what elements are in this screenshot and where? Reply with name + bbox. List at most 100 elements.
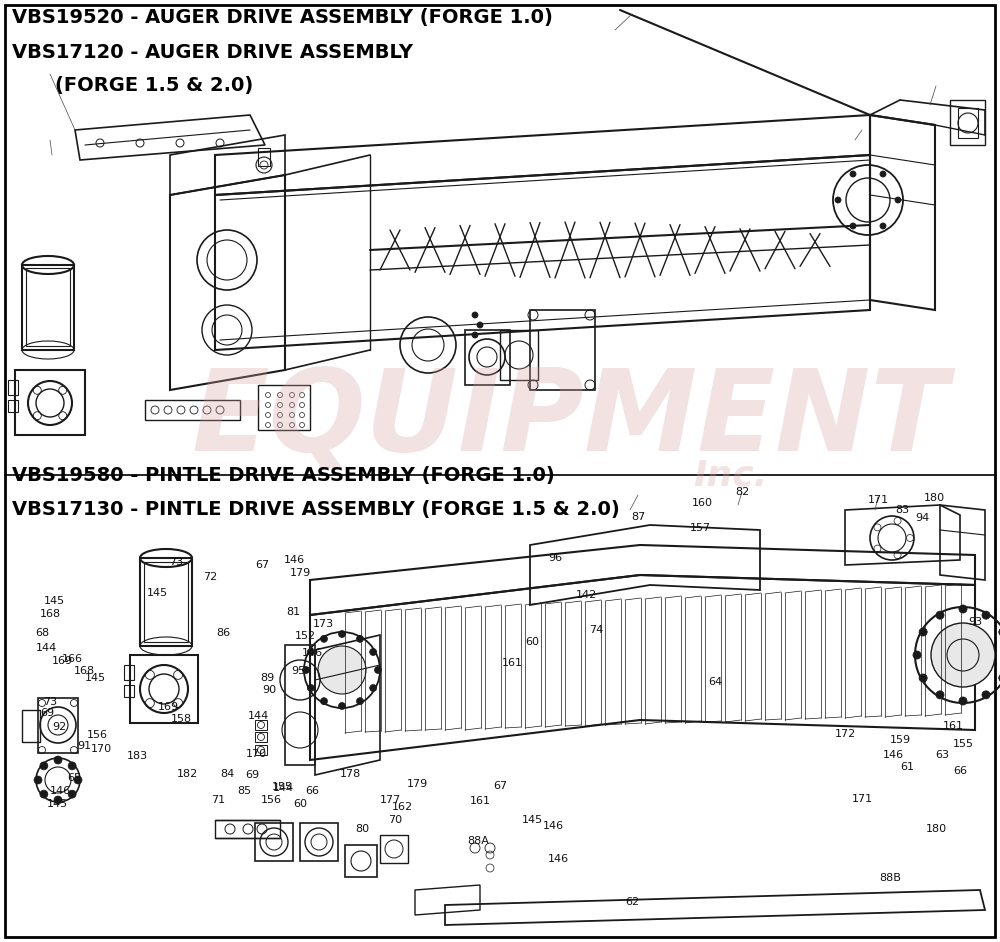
Text: 145: 145	[146, 589, 168, 598]
Circle shape	[40, 762, 48, 770]
Circle shape	[68, 762, 76, 770]
Bar	[22, 265, 74, 350]
Text: 170: 170	[90, 744, 112, 754]
Text: 88B: 88B	[879, 873, 901, 883]
Circle shape	[931, 623, 995, 687]
Circle shape	[338, 630, 346, 638]
Text: 161: 161	[502, 658, 522, 668]
Text: 158: 158	[170, 714, 192, 723]
Text: 65: 65	[67, 773, 81, 783]
Text: 61: 61	[900, 762, 914, 771]
Text: 160: 160	[692, 498, 712, 508]
Bar	[38, 698, 78, 753]
Text: Inc.: Inc.	[693, 458, 767, 492]
Circle shape	[982, 611, 990, 619]
Text: 145: 145	[46, 799, 68, 808]
Text: 94: 94	[915, 513, 929, 523]
Bar	[255, 745, 267, 755]
Text: 68: 68	[35, 628, 49, 638]
Circle shape	[477, 322, 483, 328]
Bar	[380, 835, 408, 863]
Circle shape	[959, 697, 967, 705]
Text: 145: 145	[521, 815, 543, 824]
Text: 146: 146	[283, 555, 305, 564]
Circle shape	[356, 635, 364, 642]
Text: 89: 89	[260, 674, 274, 683]
Text: 95: 95	[291, 666, 305, 675]
Bar	[255, 732, 267, 742]
Circle shape	[880, 171, 886, 177]
Circle shape	[74, 776, 82, 784]
Circle shape	[919, 674, 927, 682]
Bar	[130, 655, 198, 723]
Bar	[958, 108, 978, 138]
Text: 71: 71	[211, 795, 225, 804]
Bar	[255, 823, 293, 861]
Text: 69: 69	[40, 708, 54, 718]
Text: 179: 179	[289, 568, 311, 577]
Text: 161: 161	[942, 722, 964, 731]
Bar	[530, 310, 595, 390]
Circle shape	[320, 635, 328, 642]
Text: 85: 85	[237, 787, 251, 796]
Circle shape	[835, 197, 841, 203]
Text: 168: 168	[39, 609, 61, 619]
Text: 86: 86	[216, 628, 230, 638]
Text: VBS19580 - PINTLE DRIVE ASSEMBLY (FORGE 1.0): VBS19580 - PINTLE DRIVE ASSEMBLY (FORGE …	[12, 466, 555, 485]
Circle shape	[850, 223, 856, 229]
Bar	[140, 558, 192, 646]
Text: 91: 91	[77, 741, 91, 751]
Text: 144: 144	[35, 643, 57, 653]
Bar	[500, 330, 538, 380]
Bar	[22, 710, 40, 742]
Circle shape	[936, 611, 944, 619]
Text: 169: 169	[51, 657, 73, 666]
Circle shape	[472, 332, 478, 338]
Bar	[26, 268, 70, 346]
Text: 162: 162	[391, 803, 413, 812]
Text: 155: 155	[952, 739, 974, 749]
Text: 73: 73	[169, 558, 183, 567]
Circle shape	[999, 628, 1000, 636]
Bar	[8, 400, 18, 412]
Text: 182: 182	[176, 770, 198, 779]
Text: 180: 180	[923, 494, 945, 503]
Text: 178: 178	[339, 770, 361, 779]
Circle shape	[307, 685, 314, 691]
Bar	[285, 645, 315, 765]
Text: 144: 144	[272, 783, 294, 792]
Text: 146: 146	[547, 854, 569, 864]
Text: 93: 93	[968, 617, 982, 626]
Circle shape	[472, 312, 478, 318]
Text: 83: 83	[895, 505, 909, 514]
Text: 144: 144	[247, 711, 269, 721]
Text: 64: 64	[708, 677, 722, 687]
Circle shape	[302, 667, 310, 674]
Text: VBS17120 - AUGER DRIVE ASSEMBLY: VBS17120 - AUGER DRIVE ASSEMBLY	[12, 42, 413, 61]
Circle shape	[919, 628, 927, 636]
Circle shape	[999, 674, 1000, 682]
Bar	[465, 330, 510, 385]
Text: 155: 155	[272, 782, 292, 791]
Circle shape	[68, 790, 76, 798]
Circle shape	[356, 698, 364, 705]
Text: 172: 172	[834, 729, 856, 739]
Text: 152: 152	[294, 631, 316, 641]
Text: 72: 72	[203, 573, 217, 582]
Bar	[8, 380, 18, 395]
Circle shape	[374, 667, 382, 674]
Bar	[255, 720, 267, 730]
Text: VBS19520 - AUGER DRIVE ASSEMBLY (FORGE 1.0): VBS19520 - AUGER DRIVE ASSEMBLY (FORGE 1…	[12, 8, 553, 27]
Bar	[15, 370, 85, 435]
Bar	[124, 685, 134, 697]
Text: 156: 156	[87, 730, 108, 739]
Text: 146: 146	[49, 787, 71, 796]
Circle shape	[895, 197, 901, 203]
Circle shape	[370, 685, 377, 691]
Text: 66: 66	[305, 787, 319, 796]
Bar	[345, 845, 377, 877]
Text: 87: 87	[631, 512, 645, 522]
Text: 169: 169	[157, 702, 179, 711]
Bar	[950, 100, 985, 145]
Bar	[300, 823, 338, 861]
